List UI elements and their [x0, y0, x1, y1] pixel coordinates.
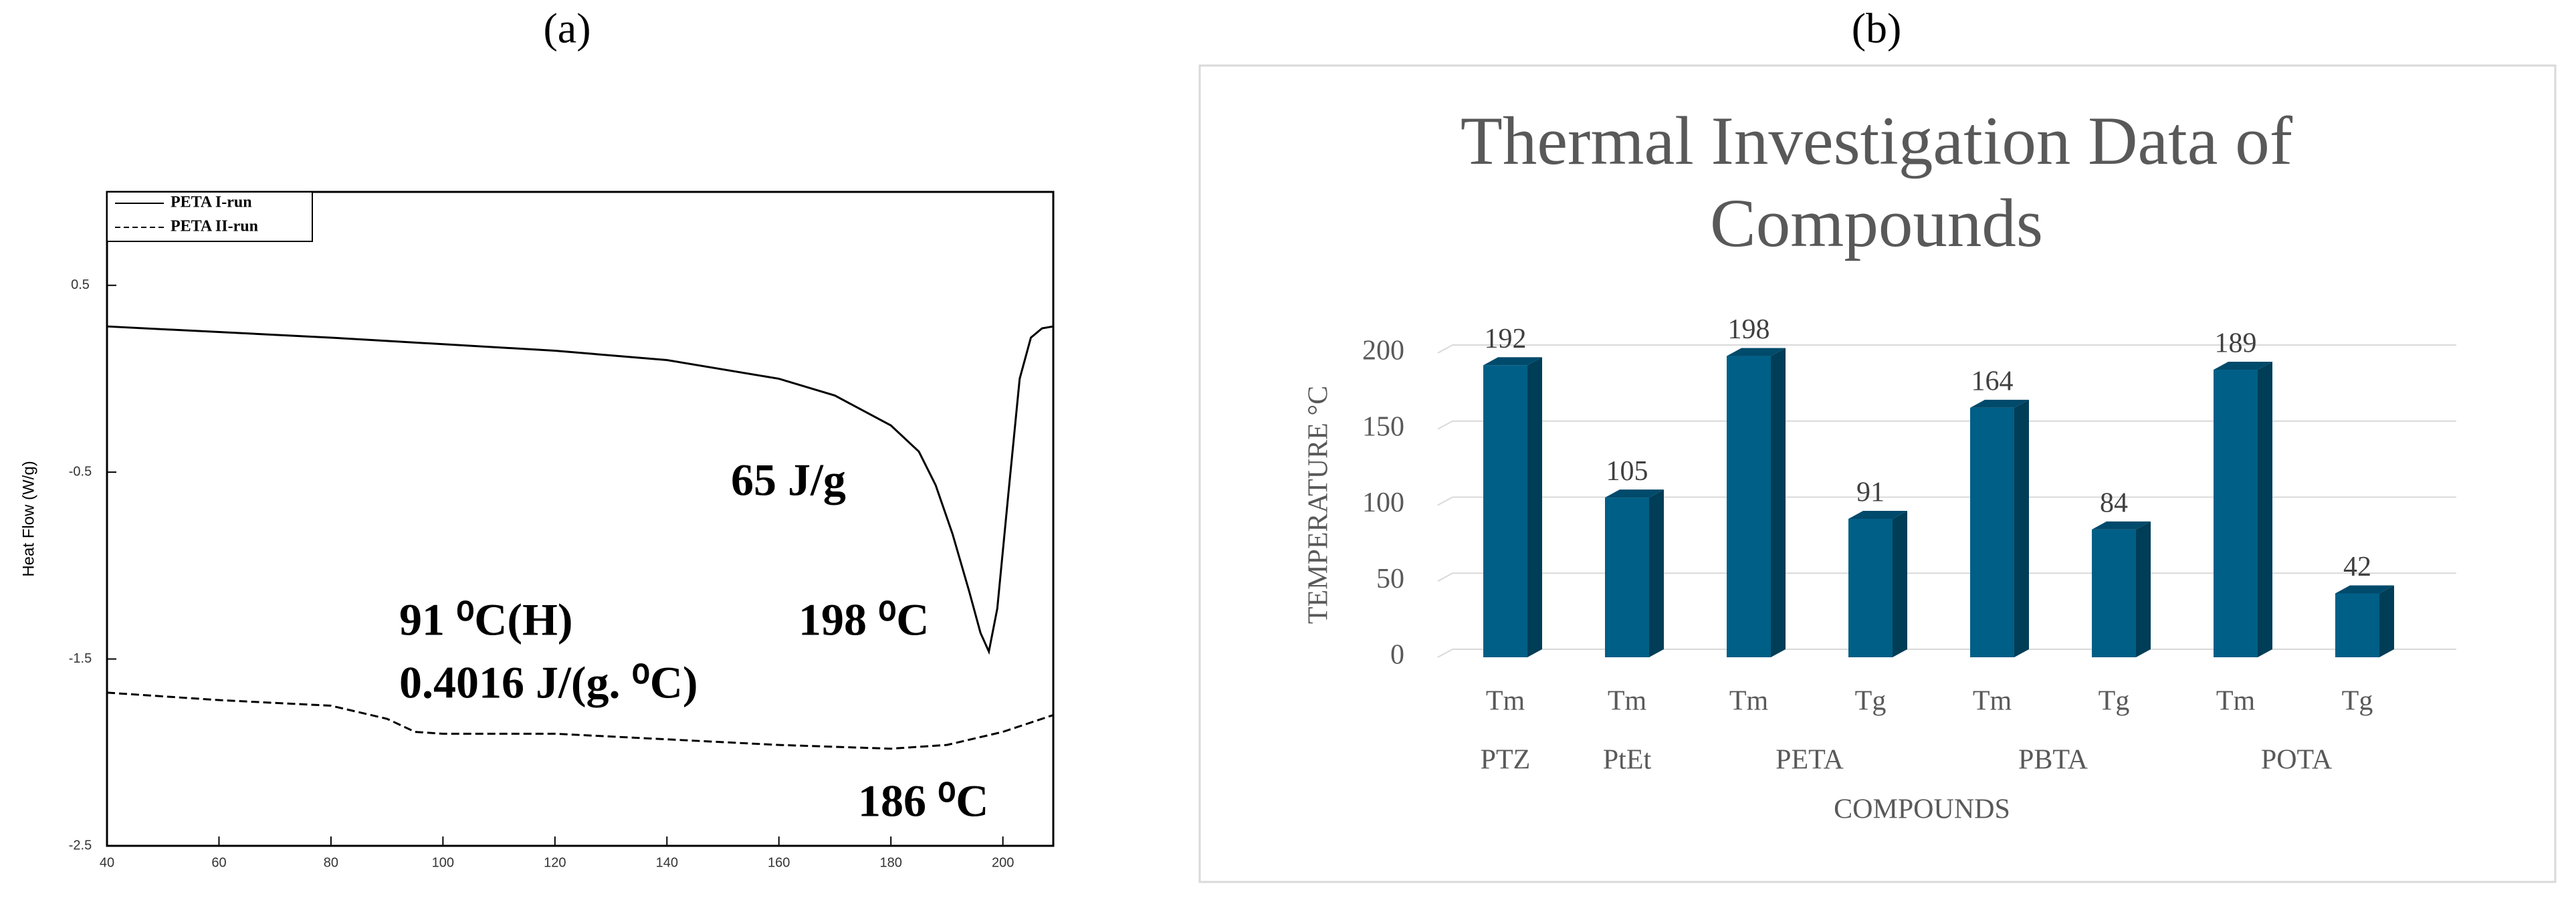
legend-label: PETA I-run — [171, 194, 252, 211]
value-label: 192 — [1485, 324, 1527, 354]
x-tick-label: Tm — [1973, 686, 2012, 717]
x-axis-label: COMPOUNDS — [1834, 794, 2010, 825]
bar-front — [2214, 370, 2258, 657]
value-label: 198 — [1728, 314, 1770, 345]
bar-top — [1848, 510, 1907, 519]
grid-line — [1437, 572, 2456, 582]
bar-front — [2335, 593, 2379, 657]
y-tick-label: 150 — [1362, 411, 1404, 442]
bar-front — [1605, 497, 1649, 657]
bar — [1605, 489, 1664, 657]
bar-front — [1483, 365, 1527, 657]
chart-a-frame — [106, 191, 1055, 847]
group-label: POTA — [2261, 745, 2333, 776]
value-label: 164 — [1971, 366, 2014, 397]
grid-line — [1437, 649, 2456, 658]
x-tick-label: 60 — [211, 855, 226, 870]
x-tick-label: Tg — [2099, 686, 2130, 717]
y-tick-label: 0 — [1390, 640, 1404, 671]
x-tick-label: 40 — [100, 855, 114, 870]
panel-label: (a) — [543, 5, 591, 52]
bar-top — [2214, 362, 2272, 370]
bar-side — [2379, 585, 2394, 657]
annotation: 65 J/g — [731, 455, 846, 505]
value-label: 91 — [1856, 477, 1885, 508]
bar — [1483, 357, 1542, 657]
annotation: 91 ⁰C(H) — [399, 594, 573, 645]
group-label: PTZ — [1481, 745, 1531, 776]
group-label: PETA — [1776, 745, 1844, 776]
bar — [1727, 348, 1786, 657]
y-tick-label: 200 — [1362, 336, 1404, 366]
value-label: 189 — [2215, 328, 2257, 359]
annotation: 0.4016 J/(g. ⁰C) — [399, 657, 698, 708]
bar-front — [2092, 529, 2136, 657]
y-tick-label: 0.5 — [71, 277, 90, 292]
x-tick-label: 160 — [768, 855, 790, 870]
bar-side — [1649, 489, 1664, 657]
x-tick-label: Tm — [1608, 686, 1647, 717]
legend-label: PETA II-run — [171, 218, 258, 235]
x-tick-label: Tm — [2216, 686, 2256, 717]
grid-line — [1437, 344, 2456, 354]
bar — [2335, 585, 2394, 657]
value-label: 42 — [2343, 552, 2371, 582]
bar-top — [1970, 399, 2029, 408]
bar-side — [1771, 348, 1786, 657]
grid-line — [1437, 420, 2456, 430]
panel-label: (b) — [1852, 5, 1902, 52]
chart-title: Thermal Investigation Data of Compounds — [1460, 103, 2293, 261]
bar-side — [2258, 362, 2272, 657]
bar-side — [1527, 357, 1542, 657]
x-tick-label: 140 — [656, 855, 678, 870]
value-label: 105 — [1606, 456, 1648, 487]
x-tick-label: Tm — [1729, 686, 1769, 717]
bar — [2214, 362, 2272, 657]
bar-top — [2092, 521, 2151, 530]
bar-side — [2136, 521, 2151, 657]
x-tick-label: Tg — [1855, 686, 1887, 717]
bar-front — [1848, 518, 1893, 657]
annotation: 186 ⁰C — [858, 776, 988, 826]
bar-top — [1605, 489, 1664, 498]
x-tick-label: 80 — [324, 855, 338, 870]
annotation: 198 ⁰C — [798, 594, 929, 645]
x-tick-label: Tm — [1486, 686, 1525, 717]
y-tick-label: -0.5 — [69, 464, 92, 479]
y-tick-label: -1.5 — [69, 651, 92, 666]
x-tick-label: 180 — [880, 855, 902, 870]
bar — [1970, 399, 2029, 657]
bar-top — [1483, 357, 1542, 366]
bar-side — [1893, 510, 1907, 657]
legend-box — [106, 191, 313, 242]
bar — [2092, 521, 2151, 657]
bar-top — [2335, 585, 2394, 594]
x-tick-label: 120 — [544, 855, 566, 870]
bar-top — [1727, 348, 1786, 356]
value-label: 84 — [2100, 488, 2128, 519]
y-tick-label: 100 — [1362, 487, 1404, 518]
data-line — [106, 691, 1054, 750]
chart-b-border — [1198, 64, 2557, 883]
bar-front — [1727, 356, 1771, 657]
x-tick-label: Tg — [2342, 686, 2373, 717]
x-tick-label: 200 — [992, 855, 1014, 870]
y-axis-label: TEMPERATURE °C — [1303, 386, 1334, 624]
bar — [1848, 510, 1907, 657]
grid-line — [1437, 496, 2456, 506]
data-line — [106, 325, 1054, 655]
group-label: PtEt — [1603, 745, 1652, 776]
y-axis-label: Heat Flow (W/g) — [19, 461, 37, 576]
group-label: PBTA — [2018, 745, 2088, 776]
y-tick-label: -2.5 — [69, 838, 92, 853]
bar-front — [1970, 407, 2014, 657]
x-tick-label: 100 — [432, 855, 454, 870]
y-tick-label: 50 — [1376, 564, 1404, 594]
bar-side — [2014, 399, 2029, 657]
